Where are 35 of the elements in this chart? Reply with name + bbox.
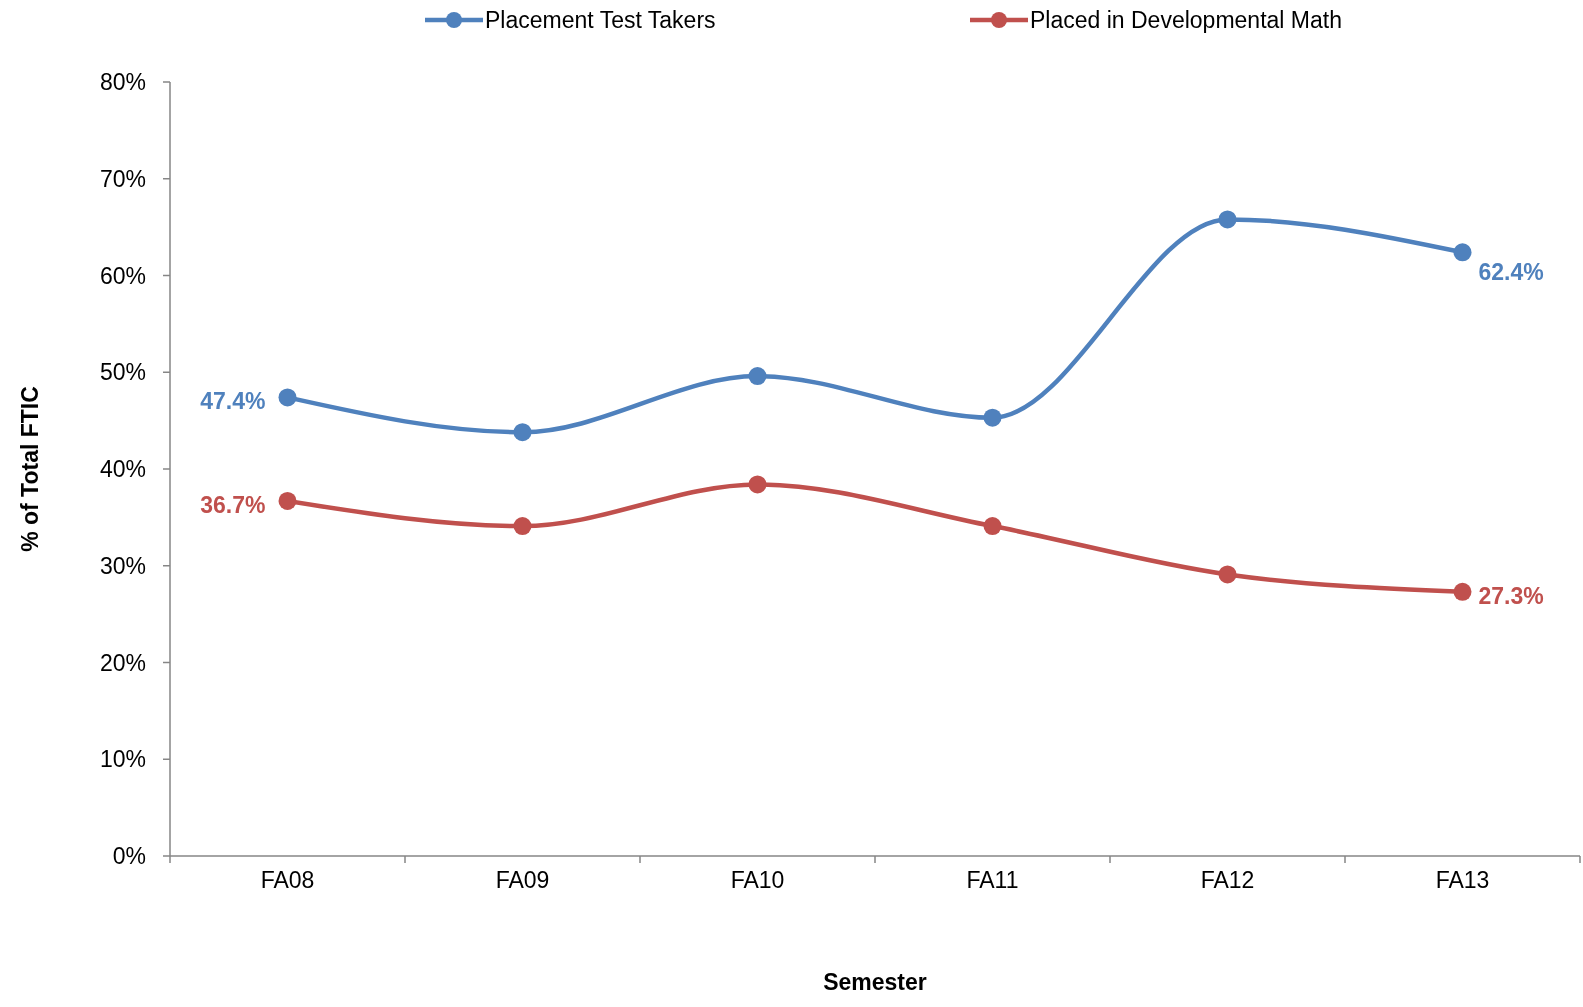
point (983, 408, 1002, 427)
y-tick-label: 60% (99, 262, 146, 289)
y-tick-label: 30% (99, 552, 146, 579)
y-tick-label: 40% (99, 456, 146, 482)
y-tick-label: 0% (112, 843, 146, 869)
x-tick-label: FA13 (1435, 867, 1490, 893)
data-label: 27.3% (1478, 582, 1544, 609)
legend-label: Placed in Developmental Math (1030, 7, 1342, 33)
point (1453, 582, 1472, 601)
point (513, 423, 532, 442)
data-label: 62.4% (1478, 259, 1544, 286)
x-axis-title: Semester (823, 969, 927, 995)
x-tick-label: FA08 (260, 867, 315, 893)
point (1218, 565, 1237, 584)
x-tick-label: FA11 (966, 867, 1019, 893)
point (748, 475, 767, 494)
point (748, 367, 767, 386)
point (278, 388, 297, 407)
point (983, 517, 1002, 536)
y-tick-label: 70% (99, 165, 146, 192)
data-label: 36.7% (200, 491, 266, 518)
y-tick-label: 50% (99, 359, 146, 386)
point (278, 491, 297, 510)
legend-label: Placement Test Takers (485, 7, 716, 33)
x-tick-label: FA12 (1200, 867, 1255, 893)
data-label: 47.4% (200, 388, 266, 415)
y-tick-label: 10% (99, 746, 146, 773)
y-tick-label: 20% (99, 649, 146, 676)
x-tick-label: FA09 (495, 867, 550, 893)
point (513, 517, 532, 536)
y-axis-title: % of Total FTIC (17, 386, 43, 552)
x-tick-label: FA10 (730, 867, 785, 893)
point (1453, 243, 1472, 262)
point (1218, 210, 1237, 229)
y-tick-label: 80% (99, 69, 146, 95)
